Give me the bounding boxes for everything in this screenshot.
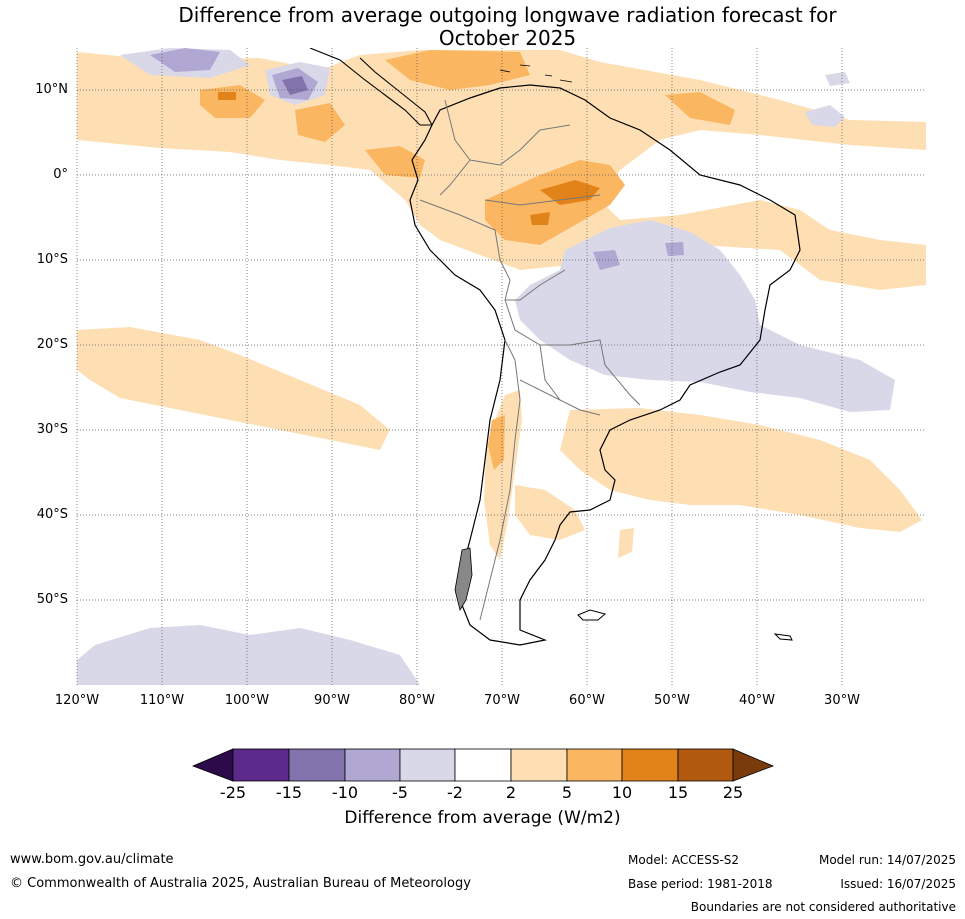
anomaly-region-andes <box>484 390 522 560</box>
anomaly-region-brazil-lavender <box>515 220 895 412</box>
caribbean-islands <box>499 64 573 83</box>
colorbar-bin-8 <box>621 748 679 782</box>
central-america-coastline <box>309 48 433 126</box>
colorbar-tick: 2 <box>505 783 517 802</box>
colorbar-bin-2 <box>288 748 346 782</box>
chart-title: Difference from average outgoing longwav… <box>0 4 965 50</box>
lon-label: 40°W <box>739 693 775 708</box>
colorbar-bin-5 <box>454 748 512 782</box>
base-period-text: Base period: 1981-2018 <box>628 877 773 891</box>
colorbar-bin-1 <box>232 748 290 782</box>
colorbar-min-arrow <box>191 748 234 782</box>
colorbar-tick: -5 <box>392 783 408 802</box>
lon-label: 30°W <box>824 693 860 708</box>
colorbar <box>191 748 775 782</box>
colorbar-tick: 15 <box>667 783 689 802</box>
anomaly-region-atlantic-orange <box>665 92 735 125</box>
graticule <box>76 48 926 685</box>
model-text: Model: ACCESS-S2 <box>628 853 740 867</box>
anomaly-region-amazon-dark-2 <box>530 212 550 225</box>
anomaly-field <box>77 48 926 685</box>
anomaly-region-islet <box>618 528 634 558</box>
colorbar-tick: 10 <box>611 783 633 802</box>
anomaly-region-coast-orange <box>365 146 425 178</box>
colorbar-tick: -2 <box>447 783 463 802</box>
disclaimer-text: Boundaries are not considered authoritat… <box>690 900 956 914</box>
lat-label: 40°S <box>36 507 68 522</box>
colorbar-bin-9 <box>677 748 734 782</box>
anomaly-region-caribbean-orange <box>385 50 530 90</box>
anomaly-region-pacific-orange-2 <box>295 103 345 142</box>
lat-label: 10°S <box>36 252 68 267</box>
lat-label: 30°S <box>36 422 68 437</box>
colorbar-tick: -10 <box>331 783 359 802</box>
anomaly-region-pacific-purple <box>150 48 220 72</box>
title-line-2: October 2025 <box>438 26 577 50</box>
website-link[interactable]: www.bom.gov.au/climate <box>10 852 174 867</box>
south-georgia <box>773 633 793 641</box>
model-run-text: Model run: 14/07/2025 <box>818 853 956 867</box>
anomaly-region-brazil-purple-2 <box>665 242 684 256</box>
anomaly-region-southern-lavender <box>77 625 420 685</box>
south-america-coastline <box>409 84 801 646</box>
anomaly-region-pacific-dark-purple <box>282 76 308 95</box>
lat-label: 50°S <box>36 592 68 607</box>
anomaly-region-amazon-orange <box>485 160 625 245</box>
colorbar-tick: -25 <box>219 783 247 802</box>
anomaly-region-pacific-dark <box>218 92 236 100</box>
colorbar-tick: 25 <box>722 783 744 802</box>
lon-label: 90°W <box>314 693 350 708</box>
anomaly-region-pacific-orange <box>200 85 265 118</box>
colorbar-bin-6 <box>510 748 568 782</box>
chile-fjords <box>454 547 473 612</box>
colorbar-label: Difference from average (W/m2) <box>344 808 621 828</box>
anomaly-region-patagonia <box>515 485 585 540</box>
colorbar-bin-3 <box>344 748 401 782</box>
lon-label: 70°W <box>484 693 520 708</box>
anomaly-region-south-atlantic <box>560 408 922 532</box>
colorbar-bin-4 <box>399 748 456 782</box>
lat-label: 0° <box>53 167 68 182</box>
colorbar-tick: -15 <box>275 783 303 802</box>
lon-label: 120°W <box>54 693 100 708</box>
lon-label: 100°W <box>224 693 270 708</box>
lon-label: 110°W <box>139 693 185 708</box>
anomaly-region-brazil-purple <box>593 250 620 270</box>
falkland-islands <box>577 609 607 621</box>
anomaly-region-amazon-dark <box>540 180 600 205</box>
country-borders <box>419 99 641 621</box>
colorbar-tick: 5 <box>561 783 573 802</box>
colorbar-bin-7 <box>566 748 623 782</box>
anomaly-region-south-pacific <box>77 327 390 450</box>
anomaly-region-atlantic-lavender <box>805 105 845 127</box>
anomaly-region-atlantic-lavender-2 <box>825 72 850 86</box>
copyright-text: © Commonwealth of Australia 2025, Austra… <box>10 876 471 891</box>
colorbar-max-arrow <box>732 748 775 782</box>
title-line-1: Difference from average outgoing longwav… <box>178 3 837 27</box>
lon-label: 50°W <box>654 693 690 708</box>
lat-label: 20°S <box>36 337 68 352</box>
anomaly-region-andes-orange <box>488 415 505 470</box>
lon-label: 60°W <box>569 693 605 708</box>
lon-label: 80°W <box>399 693 435 708</box>
lat-label: 10°N <box>35 82 68 97</box>
issued-text: Issued: 16/07/2025 <box>840 877 956 891</box>
